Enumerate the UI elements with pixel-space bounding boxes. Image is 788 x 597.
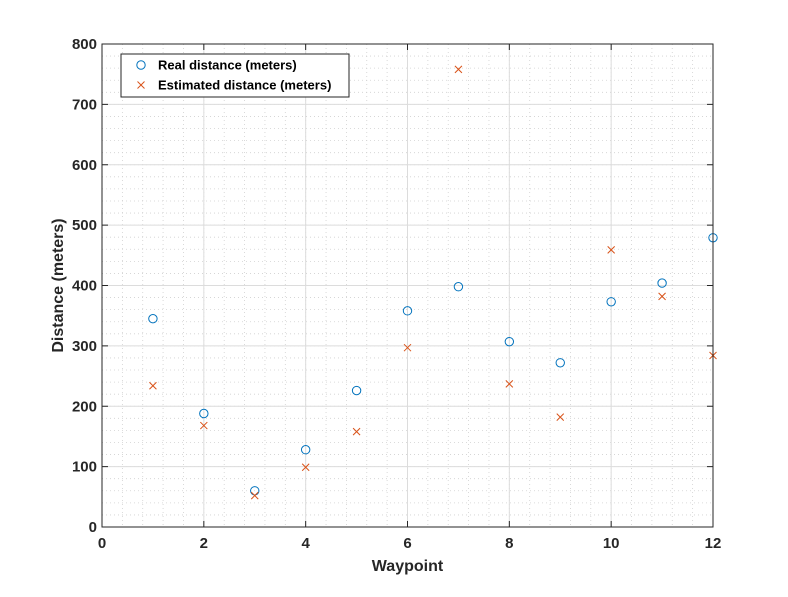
data-point-estimated-stroke [556, 413, 565, 421]
data-point-estimated [454, 65, 463, 74]
y-tick-label: 400 [72, 278, 97, 295]
y-tick-label: 100 [72, 459, 97, 476]
data-point-estimated [250, 491, 259, 500]
axis-ticks [101, 43, 714, 528]
data-point-estimated [505, 380, 514, 388]
x-tick-label: 4 [301, 535, 310, 552]
x-tick-labels: 0 2 4 6 8 10 12 [98, 535, 722, 552]
data-point-real [453, 282, 464, 292]
data-point-estimated-stroke [505, 380, 514, 388]
data-point-estimated-stroke [149, 381, 157, 390]
y-tick-label: 0 [89, 519, 97, 536]
data-point-real [555, 358, 565, 368]
data-point-estimated [556, 413, 565, 421]
data-point-real [402, 306, 413, 316]
data-point-real [300, 445, 311, 455]
x-tick-label: 8 [505, 535, 513, 552]
data-point-real [351, 385, 362, 396]
y-tick-label: 300 [72, 338, 97, 355]
legend-marker-real [136, 60, 146, 70]
series-estimated-distance [149, 65, 717, 500]
data-point-real [148, 314, 158, 324]
data-point-real [657, 278, 667, 288]
data-point-estimated-stroke [658, 292, 666, 301]
legend: Real distance (meters) Estimated distanc… [120, 53, 350, 98]
data-point-estimated [352, 427, 361, 436]
legend-box [120, 53, 350, 98]
legend-marker-estimated [137, 81, 145, 89]
legend-label-estimated: Estimated distance (meters) [158, 78, 331, 93]
data-point-estimated [149, 381, 157, 390]
data-point-estimated-stroke [403, 343, 412, 352]
y-tick-label: 200 [72, 398, 97, 415]
legend-label-real: Real distance (meters) [158, 58, 297, 73]
data-point-estimated [301, 463, 310, 472]
data-point-estimated-stroke [250, 491, 259, 500]
data-point-estimated [403, 343, 412, 352]
y-tick-label: 800 [72, 36, 97, 53]
data-point-estimated [658, 292, 666, 301]
y-tick-label: 600 [72, 157, 97, 174]
x-tick-label: 12 [705, 535, 722, 552]
x-tick-label: 10 [603, 535, 620, 552]
data-point-real [199, 408, 209, 419]
y-tick-labels: 0 100 200 300 400 500 600 700 800 [72, 36, 97, 536]
y-tick-label: 500 [72, 217, 97, 234]
data-point-estimated [607, 246, 616, 254]
data-point-real [504, 336, 515, 347]
y-axis-label: Distance (meters) [50, 218, 67, 352]
data-point-estimated-stroke [607, 246, 616, 254]
y-tick-label: 700 [72, 96, 97, 113]
data-point-estimated-stroke [301, 463, 310, 472]
data-point-estimated [199, 421, 208, 430]
data-point-estimated-stroke [454, 65, 463, 74]
x-tick-label: 0 [98, 535, 106, 552]
data-point-real [606, 297, 616, 307]
x-tick-label: 2 [200, 535, 208, 552]
x-axis-label: Waypoint [372, 558, 444, 575]
data-point-estimated-stroke [199, 421, 208, 430]
x-tick-label: 6 [403, 535, 411, 552]
data-point-estimated-stroke [352, 427, 361, 436]
